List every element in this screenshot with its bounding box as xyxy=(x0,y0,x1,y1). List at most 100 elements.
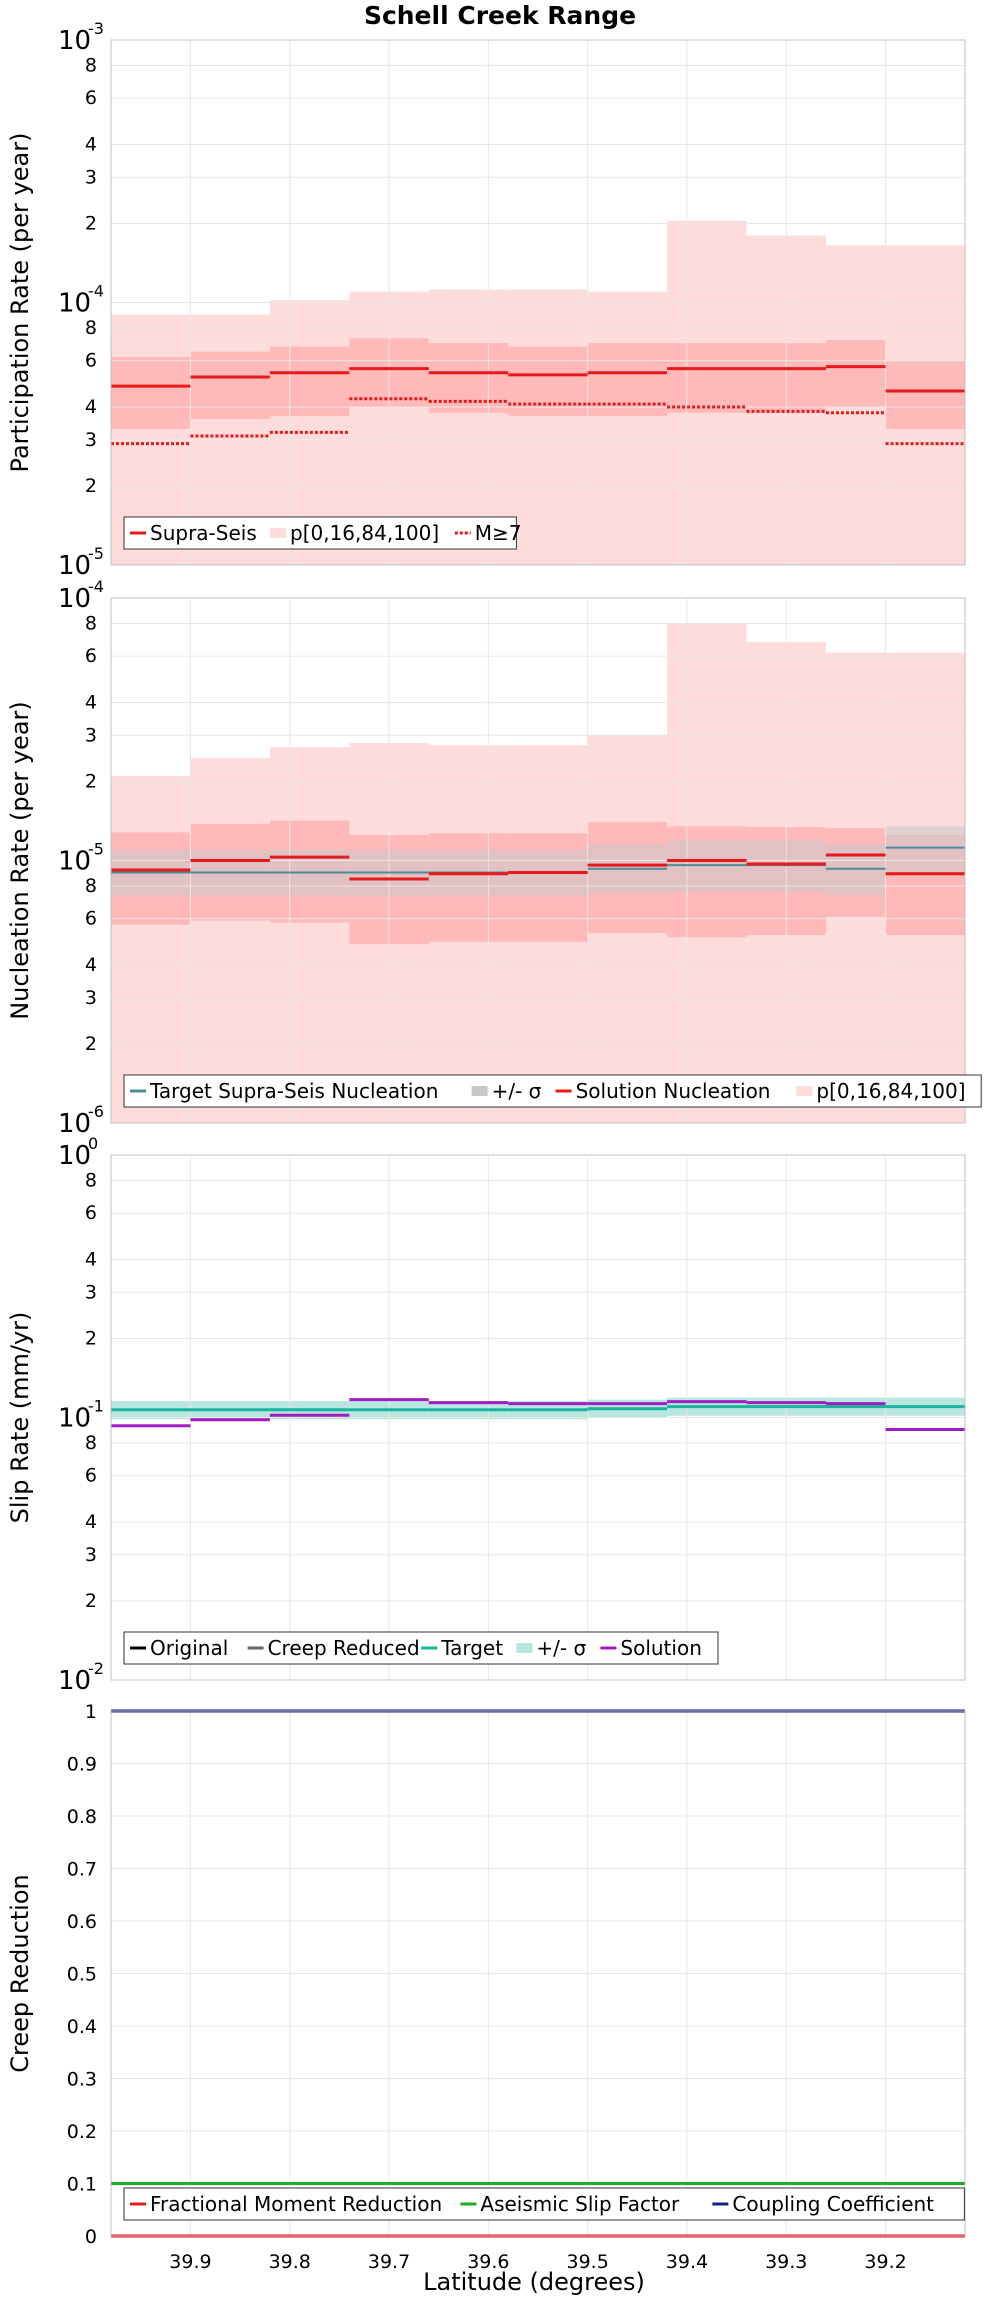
band-1-bin-6 xyxy=(508,289,588,565)
chart-title: Schell Creek Range xyxy=(364,1,636,30)
x-tick-label: 39.3 xyxy=(765,2251,807,2273)
y-tick-label-minor: 3 xyxy=(85,429,97,451)
band-2-bin-8 xyxy=(667,343,747,413)
x-axis-title: Latitude (degrees) xyxy=(423,2268,645,2296)
y-tick-label-major: 10 xyxy=(58,1141,91,1171)
y-tick-label-minor: 4 xyxy=(85,1511,97,1533)
y-tick-label-minor: 4 xyxy=(85,133,97,155)
y-tick-label-minor: 3 xyxy=(85,166,97,188)
y-tick-label-major: 10 xyxy=(58,551,91,581)
legend-label-3: M≥7 xyxy=(475,521,522,545)
y-tick-label-minor: 2 xyxy=(85,1033,97,1055)
y-axis-title: Creep Reduction xyxy=(6,1874,34,2072)
y-tick-label-minor: 3 xyxy=(85,1544,97,1566)
y-tick-label-minor: 8 xyxy=(85,317,97,339)
band-1-bin-1 xyxy=(111,775,191,1123)
y-tick-label-minor: 2 xyxy=(85,770,97,792)
band-3-bin-11 xyxy=(885,826,965,873)
y-tick-label-minor: 2 xyxy=(85,475,97,497)
y-tick-label-minor: 3 xyxy=(85,1281,97,1303)
legend-label-1: Fractional Moment Reduction xyxy=(150,2192,442,2216)
legend-label-2: Creep Reduced xyxy=(268,1636,420,1660)
y-tick-label-minor: 8 xyxy=(85,1432,97,1454)
band-2-bin-1 xyxy=(111,356,191,429)
band-1-bin-7 xyxy=(587,291,668,565)
y-tick-label-minor: 6 xyxy=(85,1202,97,1224)
y-tick-label-major: 10 xyxy=(58,289,91,319)
band-2-bin-11 xyxy=(885,360,965,429)
y-tick-label-minor: 3 xyxy=(85,987,97,1009)
x-tick-label: 39.8 xyxy=(269,2251,311,2273)
legend: Fractional Moment Reduction Aseismic Slip… xyxy=(123,2187,965,2221)
y-tick-label: 0.1 xyxy=(67,2174,97,2196)
legend-label-5: Solution xyxy=(620,1636,701,1660)
y-tick-label-minor: 6 xyxy=(85,645,97,667)
y-tick-label: 0.3 xyxy=(67,2069,97,2091)
x-tick-label: 39.7 xyxy=(368,2251,410,2273)
y-tick-label: 0.5 xyxy=(67,1964,97,1986)
y-tick-label: 0.2 xyxy=(67,2121,97,2143)
legend: Original Creep Reduced Target +/- σ Solution xyxy=(123,1631,719,1665)
legend: Supra-Seis p[0,16,84,100] M≥7 xyxy=(123,516,522,550)
band-1-bin-2 xyxy=(190,758,270,1123)
y-tick-label-minor: 8 xyxy=(85,1169,97,1191)
band-1-bin-3 xyxy=(269,747,350,1123)
y-tick-label-minor: 2 xyxy=(85,1327,97,1349)
legend-label-2: Aseismic Slip Factor xyxy=(480,2192,680,2216)
y-tick-label-minor: 4 xyxy=(85,1248,97,1270)
y-tick-label-minor: 4 xyxy=(85,396,97,418)
y-axis-title: Slip Rate (mm/yr) xyxy=(6,1312,34,1524)
y-tick-label-exponent: 0 xyxy=(88,1134,98,1153)
legend-label-2: p[0,16,84,100] xyxy=(290,521,439,545)
y-tick-label-minor: 4 xyxy=(85,691,97,713)
y-tick-label: 0.7 xyxy=(67,1859,97,1881)
y-axis-title: Participation Rate (per year) xyxy=(6,133,34,473)
y-tick-label-exponent: -4 xyxy=(88,577,104,596)
y-tick-label-minor: 2 xyxy=(85,1590,97,1612)
legend-box xyxy=(123,516,517,550)
x-tick-label: 39.4 xyxy=(666,2251,708,2273)
y-tick-label-exponent: -2 xyxy=(88,1659,104,1678)
x-tick-label: 39.9 xyxy=(169,2251,211,2273)
y-tick-label-exponent: -6 xyxy=(88,1102,104,1121)
band-2-bin-10 xyxy=(825,339,886,407)
x-tick-label: 39.5 xyxy=(566,2251,608,2273)
legend-box xyxy=(123,1631,719,1665)
x-tick-label: 39.2 xyxy=(864,2251,906,2273)
legend-swatch-2 xyxy=(270,528,286,538)
legend-label-3: Coupling Coefficient xyxy=(732,2192,934,2216)
legend-box xyxy=(123,1074,982,1108)
legend-label-1: Target Supra-Seis Nucleation xyxy=(149,1079,438,1103)
y-tick-label: 0.8 xyxy=(67,1806,97,1828)
x-tick-label: 39.6 xyxy=(467,2251,509,2273)
y-tick-label-minor: 4 xyxy=(85,954,97,976)
y-axis-title: Nucleation Rate (per year) xyxy=(6,701,34,1020)
legend-label-2: +/- σ xyxy=(492,1079,542,1103)
band-2-bin-3 xyxy=(269,346,350,416)
y-tick-label-major: 10 xyxy=(58,1404,91,1434)
y-tick-label: 0.9 xyxy=(67,1754,97,1776)
y-tick-label-minor: 6 xyxy=(85,350,97,372)
legend-swatch-4 xyxy=(516,1643,533,1653)
y-tick-label-minor: 6 xyxy=(85,1465,97,1487)
legend-label-4: +/- σ xyxy=(536,1636,586,1660)
y-tick-label-minor: 8 xyxy=(85,54,97,76)
plot-frame xyxy=(110,1710,966,2237)
y-tick-label: 0.6 xyxy=(67,1911,97,1933)
legend-label-3: Target xyxy=(440,1636,503,1660)
y-tick-label-major: 10 xyxy=(58,847,91,877)
plot-frame xyxy=(110,597,966,1124)
plot-frame xyxy=(110,1154,966,1681)
legend-label-1: Supra-Seis xyxy=(150,521,257,545)
y-tick-label-major: 10 xyxy=(58,1109,91,1139)
plot-frame xyxy=(110,39,966,566)
legend-label-4: p[0,16,84,100] xyxy=(816,1079,965,1103)
y-tick-label-minor: 3 xyxy=(85,724,97,746)
legend-swatch-2 xyxy=(471,1086,488,1096)
y-tick-label-minor: 6 xyxy=(85,87,97,109)
legend-swatch-4 xyxy=(796,1086,813,1096)
y-tick-label: 1 xyxy=(85,1701,97,1723)
legend-box xyxy=(123,2187,965,2221)
